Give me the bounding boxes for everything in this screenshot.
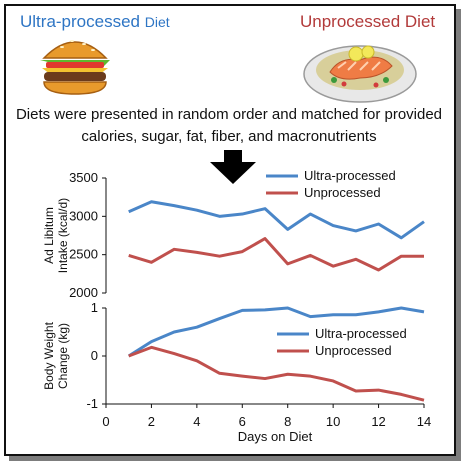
unprocessed-series-line (128, 345, 425, 402)
ultra-processed-series-line (128, 200, 425, 240)
x-tick-label: 6 (239, 414, 246, 429)
svg-text:Ad LibitumIntake (kcal/d): Ad LibitumIntake (kcal/d) (42, 198, 70, 273)
down-arrow-icon (210, 150, 256, 184)
weight-y-axis-label: Body WeightChange (kg) (42, 321, 70, 389)
unprocessed-title: Unprocessed Diet (300, 12, 436, 31)
ultra-processed-title: Ultra-processed Diet (20, 12, 170, 32)
legend-label: Unprocessed (304, 185, 381, 200)
x-tick-label: 2 (148, 414, 155, 429)
svg-text:Body WeightChange (kg): Body WeightChange (kg) (42, 321, 70, 389)
x-tick-label: 4 (193, 414, 200, 429)
intake-chart: Ad LibitumIntake (kcal/d) 2000 2500 3000 35… (42, 168, 425, 300)
x-tick-label: 0 (102, 414, 109, 429)
ultra-title-suffix: Diet (144, 14, 170, 30)
legend-label: Unprocessed (315, 343, 392, 358)
x-tick-label: 8 (284, 414, 291, 429)
ultra-processed-series-line (127, 306, 425, 358)
y-tick-label: 0 (91, 348, 98, 363)
ultra-title-main: Ultra-processed (20, 12, 145, 31)
y-tick-label: 2500 (69, 247, 98, 262)
legend-label: Ultra-processed (315, 326, 407, 341)
weight-x-axis-label: Days on Diet (238, 429, 313, 444)
legend-label: Ultra-processed (304, 168, 396, 183)
x-tick-label: 10 (326, 414, 340, 429)
y-tick-label: 2000 (69, 285, 98, 300)
y-tick-label: 3500 (69, 170, 98, 185)
x-tick-label: 14 (417, 414, 431, 429)
hamburger-icon (40, 40, 110, 95)
x-tick-label: 12 (371, 414, 385, 429)
y-tick-label: 3000 (69, 208, 98, 223)
salmon-plate-icon (303, 45, 417, 103)
caption-text: Diets were presented in random order and… (15, 106, 443, 145)
unprocessed-series-line (128, 237, 424, 272)
y-tick-label: -1 (86, 396, 98, 411)
y-tick-label: 1 (91, 300, 98, 315)
intake-y-axis-label: Ad LibitumIntake (kcal/d) (42, 198, 70, 273)
